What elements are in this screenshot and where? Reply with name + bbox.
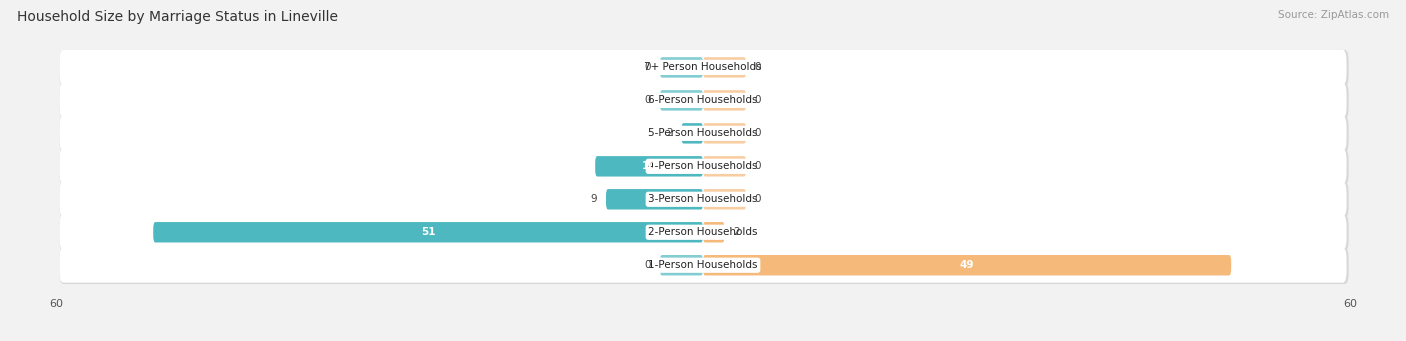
- Text: 6-Person Households: 6-Person Households: [648, 95, 758, 105]
- FancyBboxPatch shape: [682, 123, 703, 144]
- Text: 5-Person Households: 5-Person Households: [648, 128, 758, 138]
- Text: 0: 0: [755, 95, 761, 105]
- Text: 2-Person Households: 2-Person Households: [648, 227, 758, 237]
- FancyBboxPatch shape: [595, 156, 703, 177]
- Text: 0: 0: [755, 161, 761, 171]
- Text: 7+ Person Households: 7+ Person Households: [644, 62, 762, 72]
- Text: 2: 2: [733, 227, 740, 237]
- FancyBboxPatch shape: [703, 156, 747, 177]
- FancyBboxPatch shape: [703, 222, 724, 242]
- FancyBboxPatch shape: [606, 189, 703, 209]
- FancyBboxPatch shape: [59, 182, 1348, 218]
- FancyBboxPatch shape: [703, 57, 747, 78]
- Text: 9: 9: [591, 194, 598, 204]
- Text: 3-Person Households: 3-Person Households: [648, 194, 758, 204]
- FancyBboxPatch shape: [59, 50, 1347, 85]
- FancyBboxPatch shape: [59, 215, 1347, 250]
- Text: Household Size by Marriage Status in Lineville: Household Size by Marriage Status in Lin…: [17, 10, 337, 24]
- FancyBboxPatch shape: [703, 189, 747, 209]
- FancyBboxPatch shape: [59, 116, 1347, 151]
- FancyBboxPatch shape: [703, 90, 747, 110]
- FancyBboxPatch shape: [659, 255, 703, 276]
- FancyBboxPatch shape: [703, 123, 747, 144]
- Text: 0: 0: [645, 95, 651, 105]
- FancyBboxPatch shape: [59, 248, 1347, 283]
- Text: 4-Person Households: 4-Person Households: [648, 161, 758, 171]
- Text: 0: 0: [645, 62, 651, 72]
- Text: 0: 0: [645, 260, 651, 270]
- FancyBboxPatch shape: [59, 116, 1348, 152]
- FancyBboxPatch shape: [59, 149, 1348, 185]
- FancyBboxPatch shape: [659, 57, 703, 78]
- Text: Source: ZipAtlas.com: Source: ZipAtlas.com: [1278, 10, 1389, 20]
- FancyBboxPatch shape: [59, 83, 1348, 119]
- Text: 51: 51: [420, 227, 436, 237]
- FancyBboxPatch shape: [659, 90, 703, 110]
- Text: 10: 10: [643, 161, 657, 171]
- Text: 0: 0: [755, 62, 761, 72]
- FancyBboxPatch shape: [59, 50, 1348, 86]
- FancyBboxPatch shape: [703, 255, 1232, 276]
- FancyBboxPatch shape: [59, 149, 1347, 184]
- FancyBboxPatch shape: [59, 83, 1347, 118]
- FancyBboxPatch shape: [59, 182, 1347, 217]
- FancyBboxPatch shape: [59, 248, 1348, 284]
- Text: 0: 0: [755, 194, 761, 204]
- Text: 49: 49: [960, 260, 974, 270]
- FancyBboxPatch shape: [59, 215, 1348, 251]
- Text: 1-Person Households: 1-Person Households: [648, 260, 758, 270]
- Text: 0: 0: [755, 128, 761, 138]
- Text: 2: 2: [666, 128, 673, 138]
- FancyBboxPatch shape: [153, 222, 703, 242]
